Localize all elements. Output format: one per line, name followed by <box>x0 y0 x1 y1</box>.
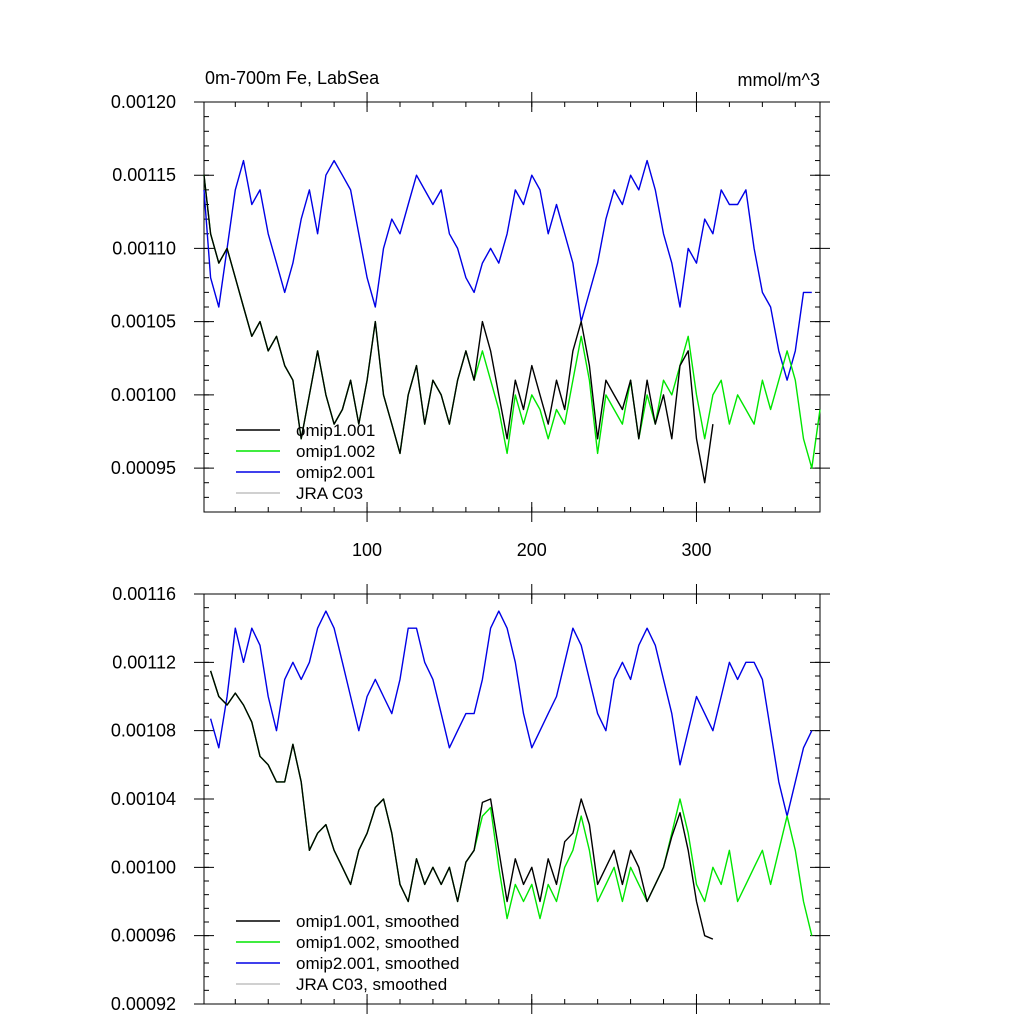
panel-1: 100 200 300 0.00095 0.00100 0.00105 0.00110 0.0… <box>111 92 830 560</box>
series-line-omip2-001-smoothed <box>209 610 813 817</box>
y-tick-label: 0.00120 <box>111 92 176 112</box>
y-tick-label: 0.00110 <box>112 238 176 258</box>
legend-label: omip2.001 <box>296 463 375 482</box>
series-line-omip1-002-smoothed <box>209 670 813 936</box>
legend-label: JRA C03 <box>296 484 363 503</box>
legend-label: omip1.002, smoothed <box>296 933 460 952</box>
y-tick-label: 0.00105 <box>111 312 176 332</box>
legend-label: JRA C03, smoothed <box>296 975 447 994</box>
legend-label: omip2.001, smoothed <box>296 954 460 973</box>
panel-1-title: 0m-700m Fe, LabSea <box>205 68 380 88</box>
legend: omip1.001, smoothed omip1.002, smoothed om… <box>236 912 460 994</box>
y-tick-label: 0.00100 <box>111 385 176 405</box>
y-tick-label: 0.00115 <box>112 165 176 185</box>
y-tick-label: 0.00100 <box>111 857 176 877</box>
x-tick-label: 200 <box>517 540 547 560</box>
legend-label: omip1.001 <box>296 421 375 440</box>
y-tick-label: 0.00095 <box>111 458 176 478</box>
y-tick-label: 0.00108 <box>111 721 176 741</box>
legend: omip1.001 omip1.002 omip2.001 JRA C03 <box>236 421 375 503</box>
y-tick-label: 0.00096 <box>111 926 176 946</box>
x-tick-label: 100 <box>352 540 382 560</box>
y-tick-label: 0.00112 <box>112 652 176 672</box>
series-line-omip2-001 <box>203 159 812 381</box>
series-line-omip1-001 <box>203 175 714 484</box>
legend-label: omip1.002 <box>296 442 375 461</box>
y-tick-label: 0.00092 <box>111 994 176 1014</box>
series-line-omip1-001-smoothed <box>209 670 714 940</box>
y-tick-label: 0.00104 <box>111 789 176 809</box>
panel-1-units: mmol/m^3 <box>738 70 820 90</box>
panel-2: 0.00092 0.00096 0.00100 0.00104 0.00108 0.001… <box>111 584 830 1014</box>
y-tick-label: 0.00116 <box>112 584 176 604</box>
legend-label: omip1.001, smoothed <box>296 912 460 931</box>
x-tick-label: 300 <box>681 540 711 560</box>
